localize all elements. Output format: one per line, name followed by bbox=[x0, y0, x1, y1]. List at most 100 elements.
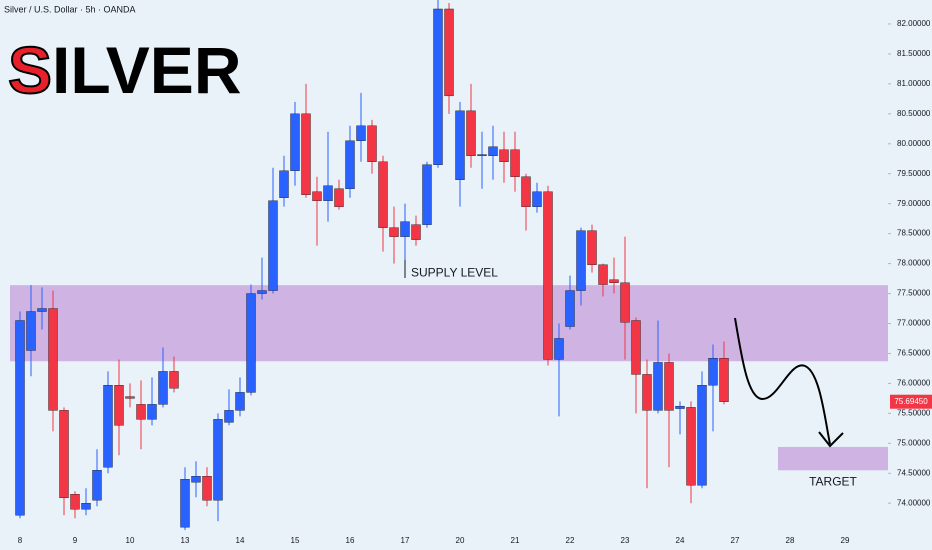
candle-body bbox=[213, 419, 223, 501]
candle-body bbox=[620, 282, 630, 323]
y-tick-label: 74.00000 bbox=[897, 498, 931, 507]
candle-body bbox=[598, 264, 608, 285]
y-tick-label: 75.00000 bbox=[897, 438, 931, 447]
x-tick-label: 8 bbox=[18, 536, 23, 545]
candle-body bbox=[631, 320, 641, 375]
y-tick-label: 76.00000 bbox=[897, 379, 931, 388]
x-tick-label: 15 bbox=[291, 536, 300, 545]
candle-body bbox=[466, 110, 476, 156]
symbol-label: Silver / U.S. Dollar · 5h · OANDA bbox=[4, 4, 136, 14]
y-tick-label: 77.50000 bbox=[897, 289, 931, 298]
last-price-label: 75.69450 bbox=[894, 397, 928, 406]
candle-body bbox=[224, 410, 234, 423]
candle-body bbox=[103, 385, 113, 468]
candle-body bbox=[532, 191, 542, 207]
candles bbox=[15, 0, 729, 531]
candle-body bbox=[433, 8, 443, 165]
candle-body bbox=[587, 230, 597, 265]
candle-body bbox=[158, 371, 168, 405]
candle-body bbox=[686, 407, 696, 486]
candle-body bbox=[37, 308, 47, 312]
x-tick-label: 17 bbox=[401, 536, 410, 545]
y-tick-label: 80.50000 bbox=[897, 109, 931, 118]
candle-body bbox=[510, 149, 520, 177]
candle-body bbox=[334, 188, 344, 207]
x-tick-label: 23 bbox=[621, 536, 630, 545]
candle-body bbox=[444, 8, 454, 97]
y-tick-label: 79.00000 bbox=[897, 199, 931, 208]
candle-body bbox=[455, 110, 465, 180]
x-tick-label: 27 bbox=[731, 536, 740, 545]
x-tick-label: 21 bbox=[511, 536, 520, 545]
x-tick-label: 24 bbox=[676, 536, 685, 545]
x-tick-label: 22 bbox=[566, 536, 575, 545]
x-tick-label: 29 bbox=[841, 536, 850, 545]
candle-body bbox=[268, 200, 278, 291]
candle-body bbox=[565, 290, 575, 327]
candle-body bbox=[136, 404, 146, 420]
candle-body bbox=[246, 293, 256, 393]
candle-body bbox=[367, 125, 377, 162]
candle-body bbox=[59, 410, 69, 499]
candle-body bbox=[48, 308, 58, 411]
candle-body bbox=[92, 470, 102, 501]
arrow-head bbox=[818, 431, 844, 448]
x-tick-label: 13 bbox=[181, 536, 190, 545]
candle-body bbox=[488, 146, 498, 156]
y-tick-label: 77.00000 bbox=[897, 319, 931, 328]
candle-body bbox=[642, 374, 652, 411]
y-tick-label: 78.00000 bbox=[897, 259, 931, 268]
zone-label: SUPPLY LEVEL bbox=[411, 265, 498, 279]
y-tick-label: 78.50000 bbox=[897, 229, 931, 238]
candle-body bbox=[543, 191, 553, 360]
y-tick-label: 74.50000 bbox=[897, 468, 931, 477]
candle-body bbox=[257, 290, 267, 294]
y-tick-label: 81.00000 bbox=[897, 79, 931, 88]
title: SILVER bbox=[8, 33, 242, 107]
candle-body bbox=[576, 230, 586, 291]
candle-body bbox=[378, 161, 388, 228]
candle-body bbox=[499, 149, 509, 162]
candle-body bbox=[15, 320, 25, 516]
x-tick-label: 10 bbox=[126, 536, 135, 545]
candle-body bbox=[180, 479, 190, 528]
x-tick-label: 16 bbox=[346, 536, 355, 545]
candle-body bbox=[389, 227, 399, 237]
candle-body bbox=[554, 338, 564, 360]
candle-body bbox=[312, 191, 322, 201]
x-tick-label: 14 bbox=[236, 536, 245, 545]
candle-body bbox=[609, 279, 619, 283]
candle-body bbox=[356, 125, 366, 141]
candle-body bbox=[664, 362, 674, 411]
candle-body bbox=[70, 494, 80, 510]
candle-body bbox=[202, 476, 212, 501]
candle-body bbox=[719, 358, 729, 402]
candle-body bbox=[147, 404, 157, 420]
candle-body bbox=[191, 476, 201, 483]
zone bbox=[778, 446, 888, 471]
candle-body bbox=[114, 385, 124, 426]
candle-body bbox=[400, 221, 410, 237]
candle-body bbox=[81, 503, 91, 510]
y-tick-label: 76.50000 bbox=[897, 349, 931, 358]
candle-body bbox=[697, 385, 707, 486]
last-price-tag bbox=[890, 394, 932, 409]
x-tick-label: 9 bbox=[73, 536, 78, 545]
candle-body bbox=[675, 405, 685, 409]
title-rest: ILVER bbox=[52, 33, 241, 107]
candle-body bbox=[279, 170, 289, 198]
candle-body bbox=[477, 154, 487, 156]
candle-body bbox=[345, 140, 355, 189]
candle-body bbox=[411, 224, 421, 240]
candle-body bbox=[235, 392, 245, 411]
candle-body bbox=[125, 396, 135, 399]
candle-body bbox=[708, 358, 718, 386]
candle-body bbox=[301, 113, 311, 195]
zone-label: TARGET bbox=[809, 474, 857, 488]
title-accent: S bbox=[8, 33, 52, 107]
y-tick-label: 81.50000 bbox=[897, 49, 931, 58]
candle-body bbox=[422, 164, 432, 225]
candle-body bbox=[521, 176, 531, 207]
